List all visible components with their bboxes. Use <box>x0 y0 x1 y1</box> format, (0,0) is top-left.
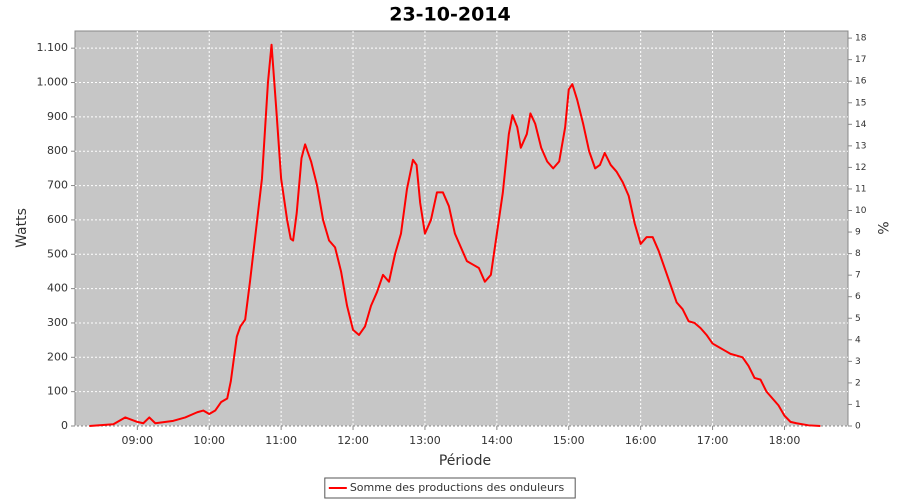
y2-tick-label: 8 <box>855 249 861 259</box>
y-tick-label: 0 <box>61 419 68 432</box>
plot-area <box>74 30 849 427</box>
y-tick-label: 1.100 <box>37 41 69 54</box>
y-tick-label: 100 <box>47 385 68 398</box>
legend: Somme des productions des onduleurs <box>324 477 576 499</box>
y2-tick-label: 16 <box>855 77 867 87</box>
y-axis-label: Watts <box>14 208 30 248</box>
x-axis-label: Période <box>439 453 491 469</box>
y2-tick-label: 7 <box>855 271 861 281</box>
y2-tick-label: 0 <box>855 422 861 432</box>
x-tick-label: 18:00 <box>769 434 801 447</box>
y2-tick-label: 17 <box>855 55 866 65</box>
x-tick-label: 09:00 <box>121 434 153 447</box>
y2-tick-label: 13 <box>855 141 866 151</box>
y2-tick-label: 5 <box>855 314 861 324</box>
y-tick-label: 700 <box>47 179 68 192</box>
y2-tick-label: 12 <box>855 163 866 173</box>
y2-tick-label: 9 <box>855 228 861 238</box>
y2-tick-label: 10 <box>855 206 867 216</box>
x-tick-label: 12:00 <box>337 434 369 447</box>
y-tick-label: 500 <box>47 247 68 260</box>
y-tick-label: 300 <box>47 316 68 329</box>
legend-box <box>324 477 576 499</box>
y-tick-label: 400 <box>47 282 68 295</box>
y-tick-label: 600 <box>47 213 68 226</box>
y2-tick-label: 18 <box>855 34 867 44</box>
x-tick-label: 17:00 <box>697 434 729 447</box>
y-tick-label: 1.000 <box>37 76 69 89</box>
y2-tick-label: 1 <box>855 400 861 410</box>
y2-tick-label: 14 <box>855 120 867 130</box>
x-tick-label: 15:00 <box>553 434 585 447</box>
legend-label: Somme des productions des onduleurs <box>350 481 565 494</box>
y2-tick-label: 6 <box>855 292 861 302</box>
y2-tick-label: 4 <box>855 335 861 345</box>
y-tick-label: 200 <box>47 350 68 363</box>
y2-axis-label: % <box>874 221 890 234</box>
x-tick-label: 11:00 <box>265 434 297 447</box>
data-line <box>89 43 821 427</box>
x-tick-label: 13:00 <box>409 434 441 447</box>
y-tick-label: 900 <box>47 110 68 123</box>
y2-tick-label: 3 <box>855 357 861 367</box>
chart-title: 23-10-2014 <box>389 4 511 26</box>
y2-tick-label: 15 <box>855 98 866 108</box>
y2-tick-label: 2 <box>855 378 861 388</box>
y-tick-label: 800 <box>47 144 68 157</box>
y2-tick-label: 11 <box>855 184 866 194</box>
x-tick-label: 16:00 <box>625 434 657 447</box>
x-tick-label: 14:00 <box>481 434 513 447</box>
x-tick-label: 10:00 <box>193 434 225 447</box>
